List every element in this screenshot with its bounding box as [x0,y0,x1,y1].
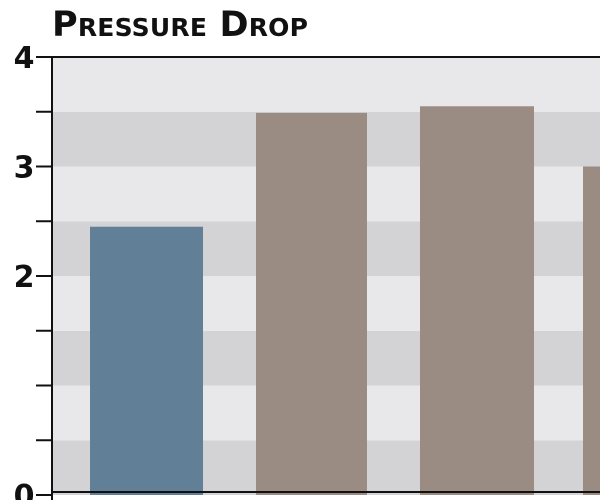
y-tick-label: 0 [14,479,35,500]
y-tick-labels: 0 2 3 4 [14,41,35,500]
bar [420,106,534,496]
y-tick-label: 2 [14,260,35,295]
chart-title: Pressure Drop [52,5,309,45]
bars-group [90,106,600,496]
y-tick-label: 4 [14,41,35,76]
bar [256,112,367,495]
bar [583,166,600,495]
y-tick-label: 3 [14,151,35,186]
grid-band [52,57,600,112]
bar [90,226,203,495]
axes-group [36,56,600,500]
